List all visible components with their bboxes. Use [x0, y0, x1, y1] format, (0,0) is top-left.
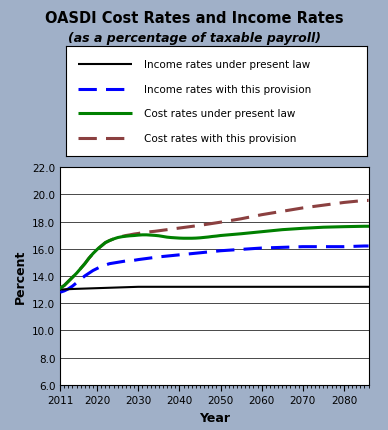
Text: Income rates with this provision: Income rates with this provision [144, 85, 312, 95]
Text: Income rates under present law: Income rates under present law [144, 60, 310, 70]
Y-axis label: Percent: Percent [14, 249, 27, 304]
Text: OASDI Cost Rates and Income Rates: OASDI Cost Rates and Income Rates [45, 11, 343, 26]
Text: Cost rates with this provision: Cost rates with this provision [144, 134, 296, 144]
X-axis label: Year: Year [199, 411, 230, 424]
Text: Cost rates under present law: Cost rates under present law [144, 109, 296, 119]
Text: (as a percentage of taxable payroll): (as a percentage of taxable payroll) [68, 32, 320, 45]
